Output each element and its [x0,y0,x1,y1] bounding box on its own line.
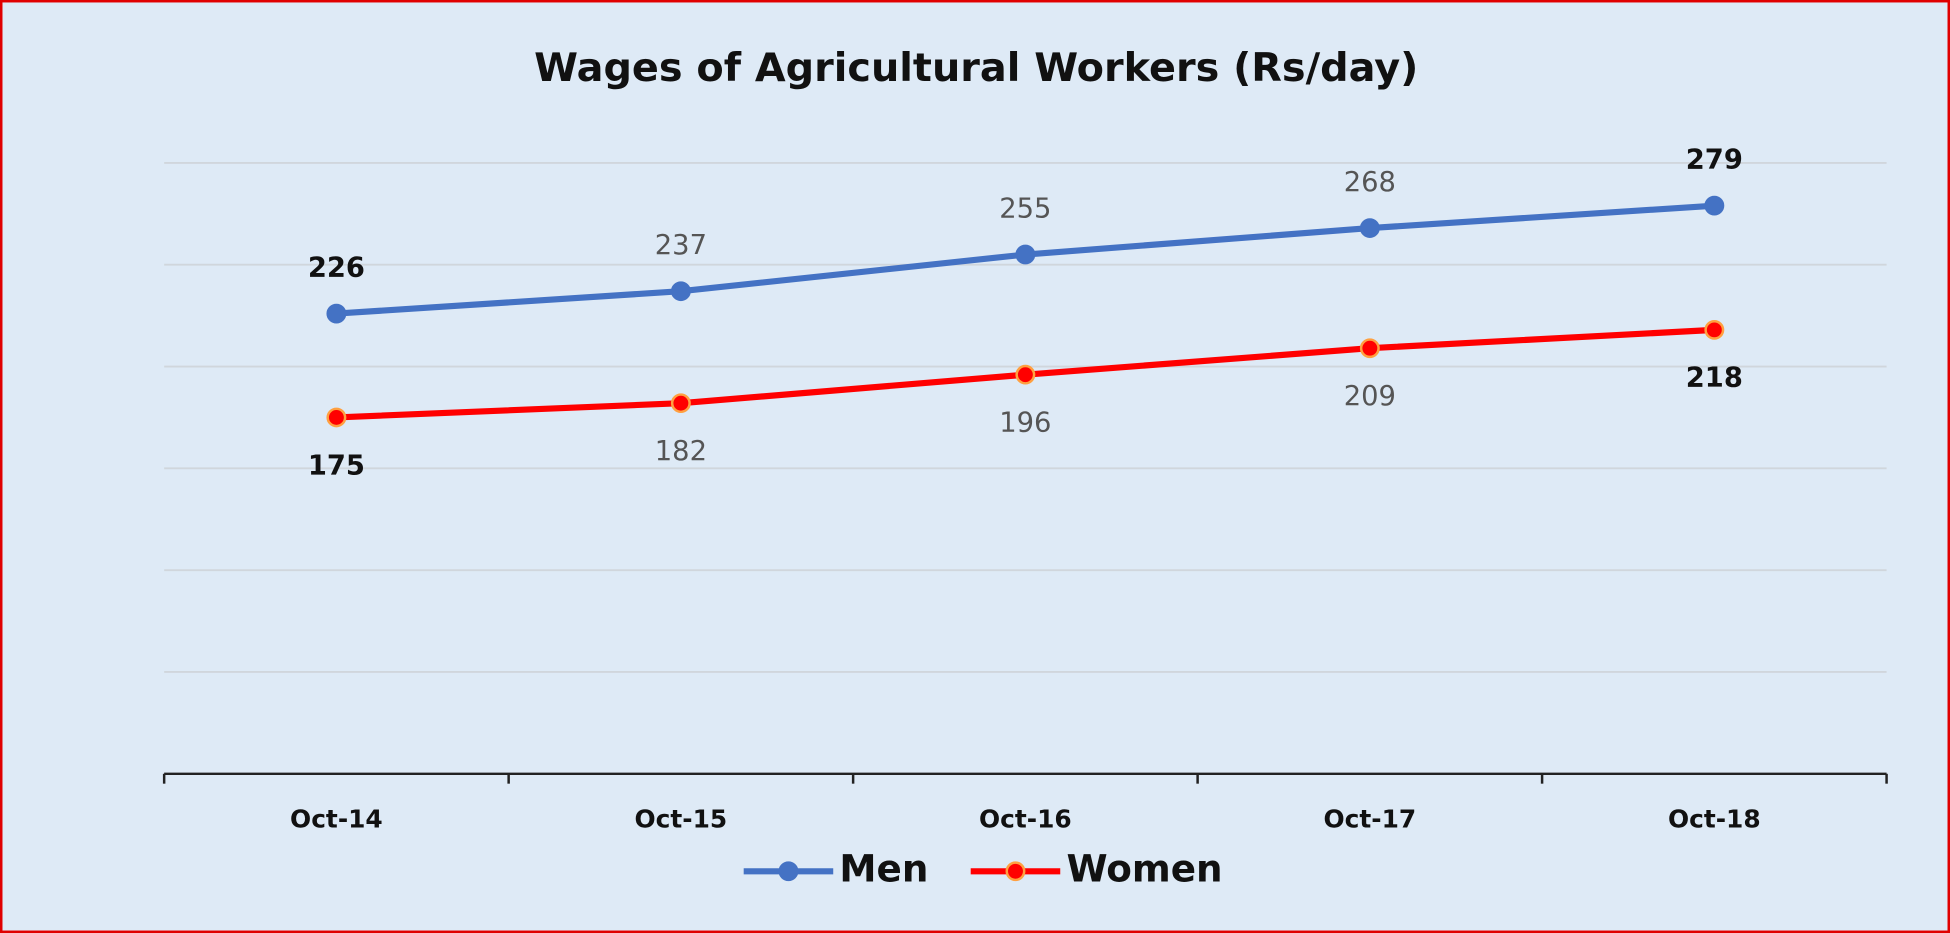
legend-label: Men [839,848,928,891]
data-point [1704,195,1725,216]
x-tick-label: Oct-14 [290,805,383,834]
data-label: 237 [655,230,707,261]
data-label: 255 [999,194,1051,225]
data-point [1015,244,1036,265]
data-label: 268 [1344,167,1396,198]
data-label: 279 [1686,145,1743,176]
chart-title: Wages of Agricultural Workers (Rs/day) [534,45,1418,91]
data-label: 226 [308,253,365,284]
x-tick-label: Oct-18 [1668,805,1761,834]
data-label: 209 [1344,381,1396,412]
data-label: 182 [655,436,707,467]
data-point [1704,320,1725,340]
data-point [670,281,691,302]
data-label: 218 [1686,363,1743,394]
x-tick-label: Oct-15 [635,805,728,834]
data-point [1359,218,1380,238]
x-tick-label: Oct-17 [1324,805,1417,834]
data-label: 175 [308,450,365,481]
legend-marker [1005,861,1026,882]
legend-label: Women [1066,848,1222,891]
data-point [1015,364,1036,385]
data-point [670,393,691,414]
data-point [326,303,347,324]
legend-marker [778,861,799,882]
data-label: 196 [999,408,1051,439]
data-point [326,407,347,428]
data-point [1359,338,1380,359]
x-tick-label: Oct-16 [979,805,1072,834]
